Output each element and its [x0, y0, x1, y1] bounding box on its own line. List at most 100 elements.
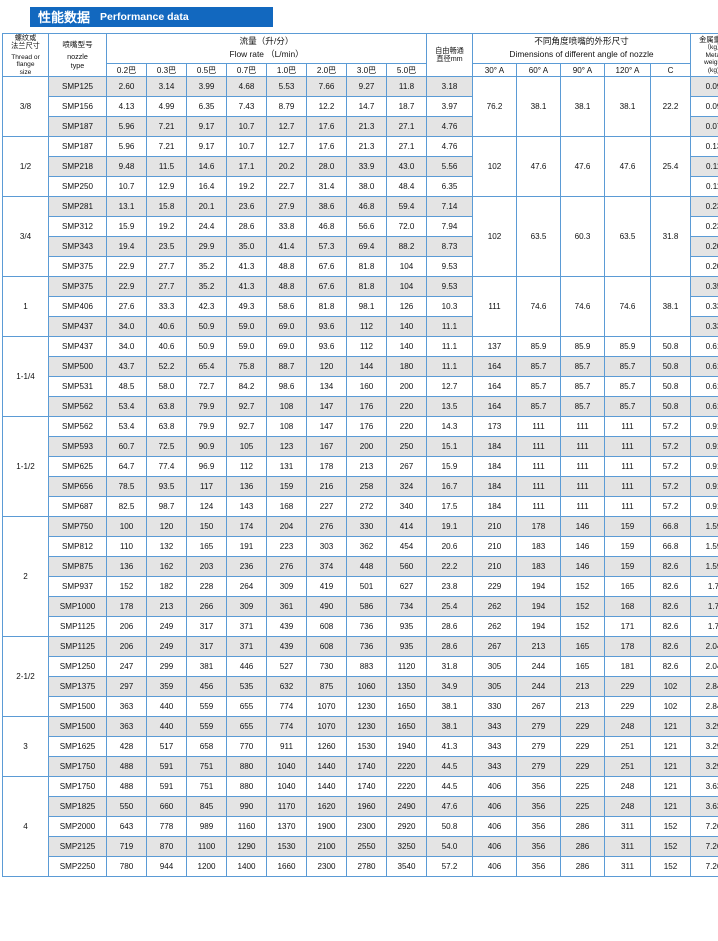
- dimension-value-5: 25.4: [651, 137, 691, 197]
- flow-value-3: 203: [187, 557, 227, 577]
- metal-weight-value: 0.91: [691, 457, 718, 477]
- flow-value-2: 72.5: [147, 437, 187, 457]
- dimension-value-4: 181: [605, 657, 651, 677]
- flow-value-2: 249: [147, 637, 187, 657]
- flow-value-3: 317: [187, 617, 227, 637]
- dimension-value-2: 183: [517, 557, 561, 577]
- flow-value-7: 736: [347, 637, 387, 657]
- nozzle-model: SMP156: [49, 97, 107, 117]
- flow-value-2: 359: [147, 677, 187, 697]
- dimension-value-3: 152: [561, 577, 605, 597]
- nozzle-model: SMP375: [49, 257, 107, 277]
- header-pressure-7: 3.0巴: [347, 64, 387, 77]
- dimension-value-5: 82.6: [651, 617, 691, 637]
- flow-value-2: 660: [147, 797, 187, 817]
- dimension-value-1: 406: [473, 837, 517, 857]
- flow-value-5: 12.7: [267, 117, 307, 137]
- flow-value-7: 501: [347, 577, 387, 597]
- metal-weight-value: 1.59: [691, 537, 718, 557]
- flow-value-4: 880: [227, 757, 267, 777]
- flow-value-8: 104: [387, 257, 427, 277]
- nozzle-model: SMP1825: [49, 797, 107, 817]
- dimension-value-1: 343: [473, 717, 517, 737]
- free-passage-value: 3.18: [427, 77, 473, 97]
- dimension-value-5: 50.8: [651, 357, 691, 377]
- dimension-value-2: 356: [517, 817, 561, 837]
- dimension-value-1: 164: [473, 377, 517, 397]
- dimension-value-5: 152: [651, 817, 691, 837]
- flow-value-8: 250: [387, 437, 427, 457]
- dimension-value-3: 111: [561, 477, 605, 497]
- dimension-value-3: 38.1: [561, 77, 605, 137]
- flow-value-2: 63.8: [147, 397, 187, 417]
- flow-value-4: 10.7: [227, 137, 267, 157]
- flow-value-4: 7.43: [227, 97, 267, 117]
- flow-value-1: 5.96: [107, 117, 147, 137]
- header-dim-col-2: 60° A: [517, 64, 561, 77]
- free-passage-value: 28.6: [427, 617, 473, 637]
- dimension-value-4: 111: [605, 437, 651, 457]
- free-passage-value: 13.5: [427, 397, 473, 417]
- flow-value-6: 1620: [307, 797, 347, 817]
- flow-value-8: 340: [387, 497, 427, 517]
- size-cell-3: 3: [3, 717, 49, 777]
- flow-value-1: 719: [107, 837, 147, 857]
- free-passage-value: 44.5: [427, 757, 473, 777]
- flow-value-5: 774: [267, 697, 307, 717]
- flow-value-4: 28.6: [227, 217, 267, 237]
- header-metal-weight-unit1: （kg）: [691, 44, 718, 52]
- nozzle-model: SMP1000: [49, 597, 107, 617]
- dimension-value-3: 165: [561, 657, 605, 677]
- flow-value-4: 535: [227, 677, 267, 697]
- dimension-value-1: 330: [473, 697, 517, 717]
- free-passage-value: 10.3: [427, 297, 473, 317]
- flow-value-4: 4.68: [227, 77, 267, 97]
- free-passage-value: 6.35: [427, 177, 473, 197]
- metal-weight-value: 1.59: [691, 517, 718, 537]
- flow-value-7: 176: [347, 417, 387, 437]
- size-cell-3/8: 3/8: [3, 77, 49, 137]
- header-dim-col-5: C: [651, 64, 691, 77]
- dimension-value-1: 184: [473, 477, 517, 497]
- flow-value-3: 150: [187, 517, 227, 537]
- flow-value-8: 1650: [387, 697, 427, 717]
- metal-weight-value: 0.91: [691, 417, 718, 437]
- metal-weight-value: 0.23: [691, 217, 718, 237]
- dimension-value-4: 85.9: [605, 337, 651, 357]
- flow-value-1: 60.7: [107, 437, 147, 457]
- flow-value-5: 5.53: [267, 77, 307, 97]
- flow-value-8: 560: [387, 557, 427, 577]
- dimension-value-1: 164: [473, 397, 517, 417]
- size-cell-3/4: 3/4: [3, 197, 49, 277]
- flow-value-4: 10.7: [227, 117, 267, 137]
- flow-value-1: 100: [107, 517, 147, 537]
- dimension-value-2: 38.1: [517, 77, 561, 137]
- flow-value-7: 1230: [347, 717, 387, 737]
- dimension-value-2: 47.6: [517, 137, 561, 197]
- flow-value-7: 330: [347, 517, 387, 537]
- dimension-value-2: 85.7: [517, 357, 561, 377]
- nozzle-model: SMP437: [49, 317, 107, 337]
- flow-value-2: 98.7: [147, 497, 187, 517]
- flow-value-2: 591: [147, 757, 187, 777]
- metal-weight-value: 0.33: [691, 297, 718, 317]
- flow-value-1: 53.4: [107, 397, 147, 417]
- free-passage-value: 19.1: [427, 517, 473, 537]
- free-passage-value: 11.1: [427, 357, 473, 377]
- dimension-value-5: 152: [651, 837, 691, 857]
- flow-value-8: 140: [387, 337, 427, 357]
- dimension-value-4: 85.7: [605, 377, 651, 397]
- flow-value-7: 213: [347, 457, 387, 477]
- flow-value-3: 3.99: [187, 77, 227, 97]
- flow-value-5: 33.8: [267, 217, 307, 237]
- metal-weight-value: 0.23: [691, 197, 718, 217]
- flow-value-4: 1400: [227, 857, 267, 877]
- flow-value-4: 446: [227, 657, 267, 677]
- flow-value-6: 276: [307, 517, 347, 537]
- flow-value-6: 730: [307, 657, 347, 677]
